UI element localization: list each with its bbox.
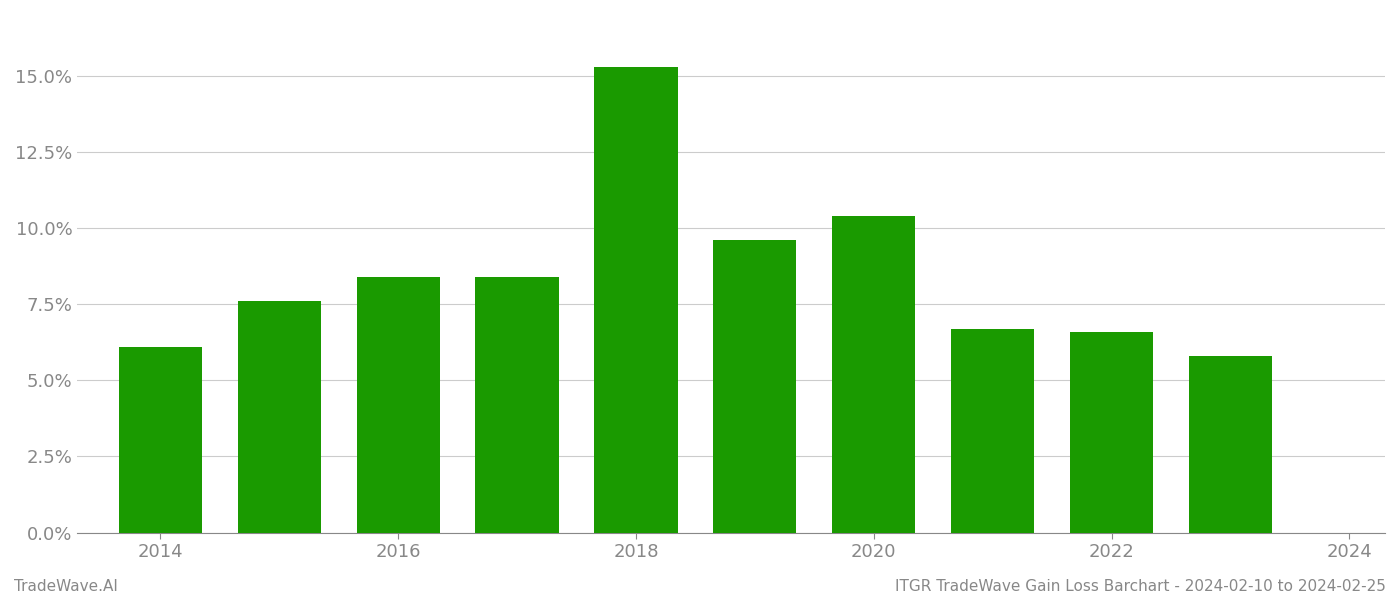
Bar: [476, 277, 559, 533]
Bar: [951, 329, 1035, 533]
Bar: [357, 277, 440, 533]
Bar: [832, 216, 916, 533]
Bar: [238, 301, 321, 533]
Text: ITGR TradeWave Gain Loss Barchart - 2024-02-10 to 2024-02-25: ITGR TradeWave Gain Loss Barchart - 2024…: [895, 579, 1386, 594]
Bar: [1189, 356, 1273, 533]
Bar: [1070, 332, 1154, 533]
Bar: [595, 67, 678, 533]
Text: TradeWave.AI: TradeWave.AI: [14, 579, 118, 594]
Bar: [713, 241, 797, 533]
Bar: [119, 347, 202, 533]
